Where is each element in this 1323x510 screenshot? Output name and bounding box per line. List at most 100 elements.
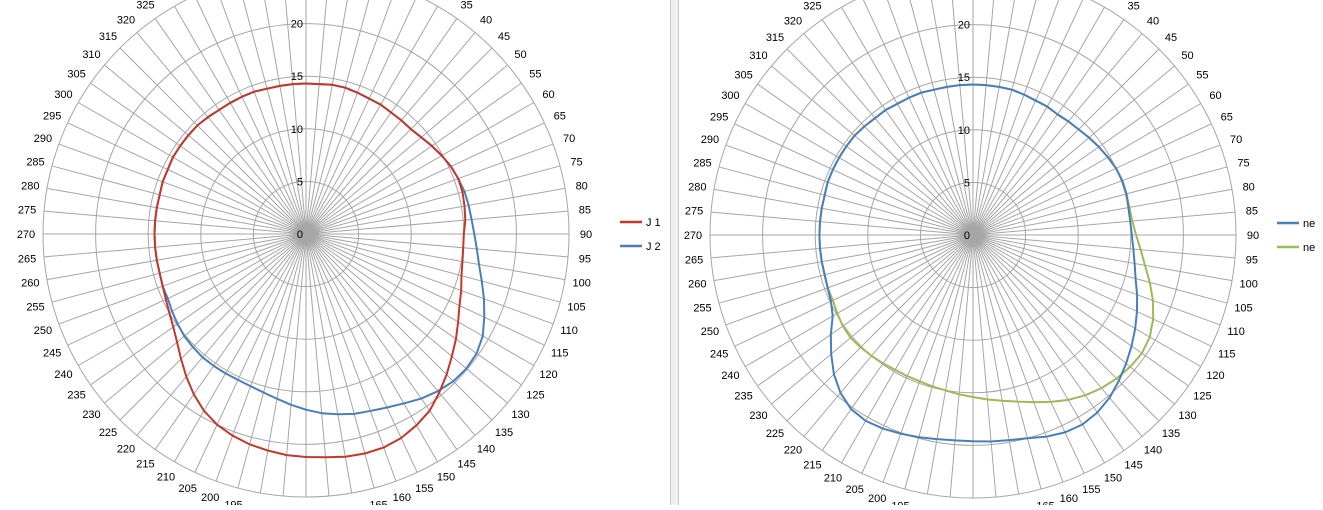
spoke-20: [306, 0, 396, 234]
angle-label-215: 215: [136, 458, 154, 470]
angle-label-270: 270: [17, 229, 35, 241]
angle-label-310: 310: [82, 49, 100, 61]
radar-chart-right[interactable]: 0510152025303540455055606570758085909510…: [679, 0, 1323, 505]
angle-label-195: 195: [224, 500, 242, 506]
angle-label-165: 165: [369, 500, 387, 506]
angle-label-285: 285: [26, 157, 44, 169]
radial-tick-label-20: 20: [958, 20, 970, 32]
angle-label-230: 230: [749, 410, 767, 422]
angle-label-295: 295: [43, 111, 61, 123]
spoke-355: [950, 0, 973, 235]
angle-label-140: 140: [1144, 445, 1162, 457]
angle-label-115: 115: [551, 347, 569, 359]
spoke-165: [306, 234, 374, 488]
angle-label-260: 260: [21, 278, 39, 290]
angle-label-240: 240: [54, 369, 72, 381]
angle-label-305: 305: [67, 68, 85, 80]
angle-label-265: 265: [18, 253, 36, 265]
angle-label-265: 265: [685, 254, 703, 266]
spoke-275: [44, 211, 306, 234]
pane-divider[interactable]: [670, 0, 679, 505]
angle-label-135: 135: [495, 427, 513, 439]
angle-label-65: 65: [1221, 112, 1233, 124]
radar-chart-left-plot: 0510152025303540455055606570758085909510…: [0, 0, 670, 505]
angle-label-280: 280: [688, 181, 706, 193]
angle-label-75: 75: [1237, 158, 1249, 170]
legend-label-2: ne: [1303, 242, 1315, 254]
series-line-2[interactable]: [819, 85, 1153, 403]
spoke-355: [283, 0, 306, 234]
angle-label-320: 320: [784, 16, 802, 28]
angle-label-275: 275: [18, 205, 36, 217]
spoke-265: [44, 234, 306, 257]
radial-tick-label-20: 20: [291, 19, 303, 31]
angle-label-225: 225: [766, 428, 784, 440]
angle-label-50: 50: [1181, 50, 1193, 62]
angle-label-245: 245: [710, 348, 728, 360]
angle-label-110: 110: [560, 325, 578, 337]
angle-label-35: 35: [1127, 1, 1139, 13]
radial-tick-label-10: 10: [958, 125, 970, 137]
angle-label-120: 120: [539, 369, 557, 381]
angle-label-205: 205: [846, 484, 864, 496]
legend-label-1: ne: [1303, 218, 1315, 230]
radial-tick-label-15: 15: [958, 72, 970, 84]
angle-label-245: 245: [43, 347, 61, 359]
angle-label-55: 55: [1196, 69, 1208, 81]
angle-label-235: 235: [67, 390, 85, 402]
angle-label-225: 225: [99, 427, 117, 439]
angle-label-235: 235: [734, 391, 752, 403]
angle-label-210: 210: [157, 472, 175, 484]
spoke-25: [973, 0, 1084, 235]
angle-label-165: 165: [1036, 501, 1054, 506]
spoke-75: [306, 166, 560, 234]
angle-label-160: 160: [1060, 493, 1078, 505]
angle-label-130: 130: [511, 409, 529, 421]
angle-label-135: 135: [1162, 428, 1180, 440]
spoke-285: [719, 167, 973, 235]
angle-label-300: 300: [54, 89, 72, 101]
angle-label-80: 80: [576, 180, 588, 192]
angle-label-50: 50: [514, 49, 526, 61]
radar-chart-left[interactable]: 0510152025303540455055606570758085909510…: [0, 0, 670, 505]
angle-label-140: 140: [477, 444, 495, 456]
angle-label-120: 120: [1206, 370, 1224, 382]
spoke-285: [52, 166, 306, 234]
angle-label-295: 295: [710, 112, 728, 124]
angle-label-90: 90: [1247, 230, 1259, 242]
radial-tick-label-0: 0: [297, 229, 303, 241]
angle-label-200: 200: [868, 493, 886, 505]
angle-label-85: 85: [579, 205, 591, 217]
angle-label-40: 40: [1147, 16, 1159, 28]
angle-label-115: 115: [1218, 348, 1236, 360]
angle-label-200: 200: [201, 492, 219, 504]
angle-label-55: 55: [529, 68, 541, 80]
spoke-5: [306, 0, 329, 234]
angle-label-110: 110: [1227, 326, 1245, 338]
spoke-255: [52, 234, 306, 302]
spoke-340: [216, 0, 306, 234]
angle-label-240: 240: [721, 370, 739, 382]
angle-label-230: 230: [82, 409, 100, 421]
angle-label-70: 70: [563, 133, 575, 145]
angle-label-100: 100: [1240, 279, 1258, 291]
angle-label-85: 85: [1246, 206, 1258, 218]
spoke-95: [973, 235, 1235, 258]
angle-label-255: 255: [693, 303, 711, 315]
radial-tick-label-10: 10: [291, 124, 303, 136]
angle-label-130: 130: [1178, 410, 1196, 422]
angle-label-160: 160: [393, 492, 411, 504]
angle-label-250: 250: [34, 325, 52, 337]
angle-label-205: 205: [179, 483, 197, 495]
radial-tick-label-5: 5: [297, 176, 303, 188]
angle-label-250: 250: [701, 326, 719, 338]
angle-label-155: 155: [415, 483, 433, 495]
angle-label-125: 125: [526, 390, 544, 402]
legend-label-1: J 1: [646, 217, 661, 229]
spoke-335: [195, 0, 306, 234]
radial-tick-label-5: 5: [964, 177, 970, 189]
angle-label-105: 105: [1234, 303, 1252, 315]
angle-label-320: 320: [117, 15, 135, 27]
series-line-2[interactable]: [155, 84, 485, 415]
spoke-275: [711, 212, 973, 235]
